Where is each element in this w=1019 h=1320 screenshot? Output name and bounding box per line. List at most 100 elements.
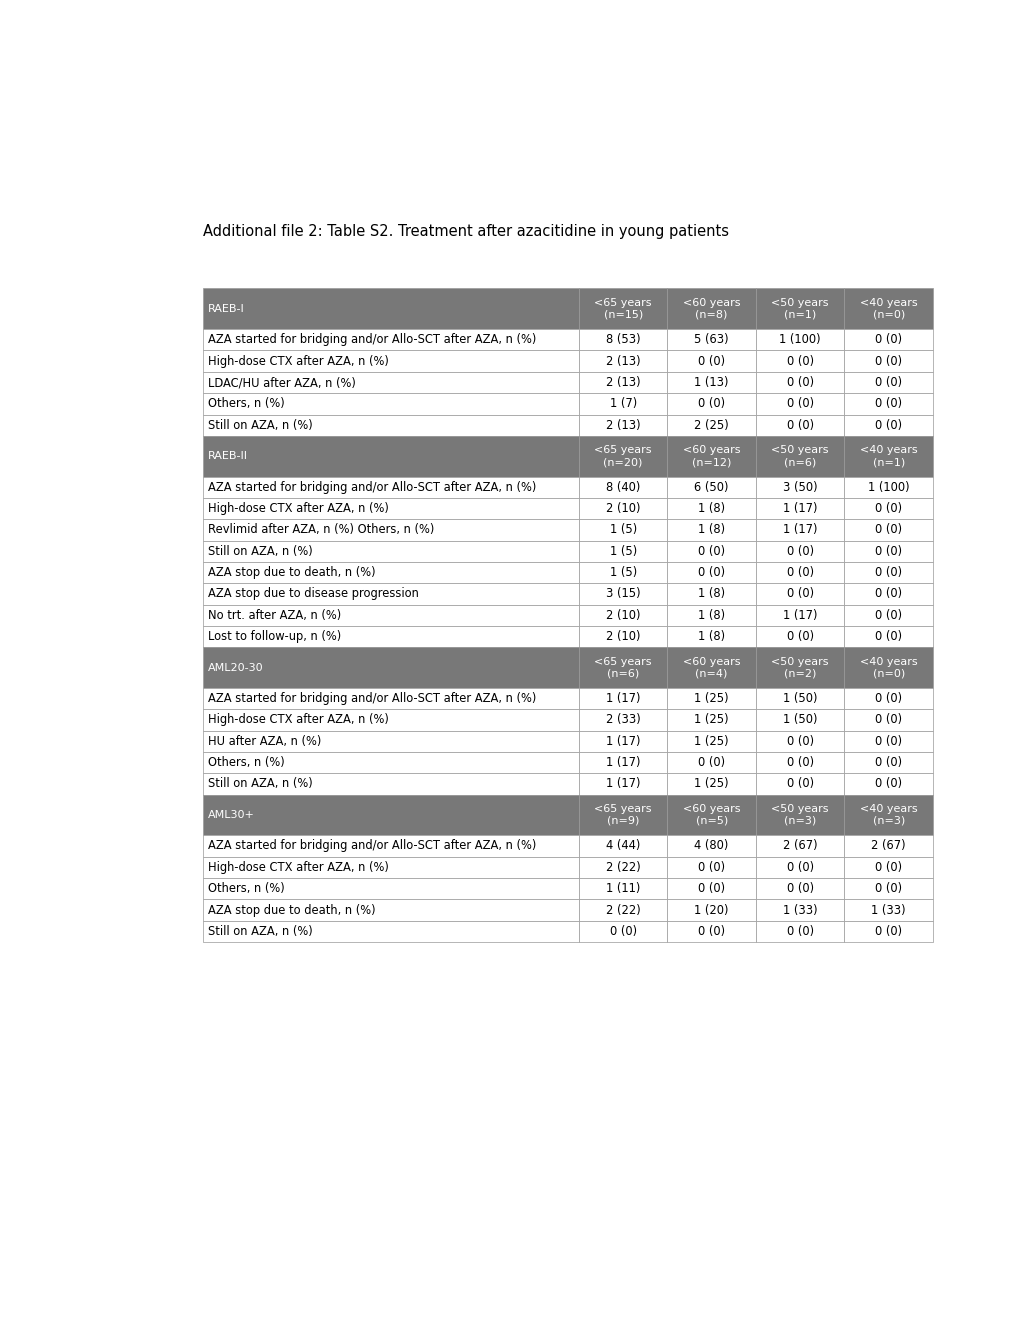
Bar — [203, 899, 579, 921]
Bar — [579, 329, 666, 351]
Text: 2 (67): 2 (67) — [870, 840, 905, 853]
Text: 1 (8): 1 (8) — [697, 630, 725, 643]
Bar — [203, 857, 579, 878]
Text: 1 (100): 1 (100) — [867, 480, 909, 494]
Bar — [844, 921, 932, 942]
Bar — [666, 626, 755, 647]
Bar — [666, 541, 755, 562]
Text: AZA started for bridging and/or Allo-SCT after AZA, n (%): AZA started for bridging and/or Allo-SCT… — [208, 480, 536, 494]
Text: AZA started for bridging and/or Allo-SCT after AZA, n (%): AZA started for bridging and/or Allo-SCT… — [208, 840, 536, 853]
Text: 3 (15): 3 (15) — [605, 587, 640, 601]
Text: 1 (11): 1 (11) — [605, 882, 640, 895]
Bar — [755, 477, 844, 498]
Bar — [755, 774, 844, 795]
Bar — [844, 289, 932, 329]
Text: 0 (0): 0 (0) — [874, 609, 902, 622]
Text: 5 (63): 5 (63) — [694, 334, 729, 346]
Bar — [666, 351, 755, 372]
Text: 0 (0): 0 (0) — [874, 882, 902, 895]
Text: 1 (17): 1 (17) — [783, 524, 816, 536]
Text: 0 (0): 0 (0) — [874, 692, 902, 705]
Bar — [666, 878, 755, 899]
Bar — [666, 519, 755, 541]
Text: HU after AZA, n (%): HU after AZA, n (%) — [208, 735, 321, 748]
Bar — [203, 393, 579, 414]
Text: <40 years
(n=0): <40 years (n=0) — [859, 298, 917, 319]
Bar — [844, 795, 932, 836]
Text: High-dose CTX after AZA, n (%): High-dose CTX after AZA, n (%) — [208, 714, 388, 726]
Bar — [755, 498, 844, 519]
Bar — [844, 372, 932, 393]
Text: 1 (20): 1 (20) — [694, 903, 729, 916]
Text: 0 (0): 0 (0) — [874, 756, 902, 770]
Text: <65 years
(n=9): <65 years (n=9) — [594, 804, 651, 826]
Text: 2 (13): 2 (13) — [605, 376, 640, 389]
Bar — [579, 541, 666, 562]
Text: AML30+: AML30+ — [208, 810, 255, 820]
Text: <65 years
(n=15): <65 years (n=15) — [594, 298, 651, 319]
Bar — [755, 709, 844, 731]
Bar — [579, 836, 666, 857]
Text: 8 (53): 8 (53) — [605, 334, 640, 346]
Text: AZA stop due to death, n (%): AZA stop due to death, n (%) — [208, 566, 375, 579]
Text: 0 (0): 0 (0) — [874, 397, 902, 411]
Text: 0 (0): 0 (0) — [697, 756, 725, 770]
Bar — [579, 605, 666, 626]
Bar — [755, 752, 844, 774]
Bar — [203, 836, 579, 857]
Text: 1 (17): 1 (17) — [605, 735, 640, 748]
Bar — [844, 647, 932, 688]
Bar — [579, 583, 666, 605]
Text: Others, n (%): Others, n (%) — [208, 397, 284, 411]
Text: 2 (22): 2 (22) — [605, 903, 640, 916]
Bar — [579, 752, 666, 774]
Bar — [666, 899, 755, 921]
Bar — [844, 329, 932, 351]
Bar — [579, 436, 666, 477]
Text: 0 (0): 0 (0) — [697, 545, 725, 558]
Text: AZA stop due to death, n (%): AZA stop due to death, n (%) — [208, 903, 375, 916]
Text: <60 years
(n=12): <60 years (n=12) — [683, 445, 740, 467]
Bar — [755, 899, 844, 921]
Bar — [579, 626, 666, 647]
Bar — [844, 351, 932, 372]
Bar — [203, 498, 579, 519]
Bar — [666, 329, 755, 351]
Bar — [844, 541, 932, 562]
Text: 2 (25): 2 (25) — [694, 418, 729, 432]
Bar — [844, 414, 932, 436]
Bar — [666, 477, 755, 498]
Text: 1 (100): 1 (100) — [779, 334, 820, 346]
Text: AZA started for bridging and/or Allo-SCT after AZA, n (%): AZA started for bridging and/or Allo-SCT… — [208, 692, 536, 705]
Bar — [755, 436, 844, 477]
Bar — [666, 857, 755, 878]
Bar — [579, 899, 666, 921]
Text: 2 (10): 2 (10) — [605, 609, 640, 622]
Bar — [579, 774, 666, 795]
Bar — [579, 921, 666, 942]
Text: High-dose CTX after AZA, n (%): High-dose CTX after AZA, n (%) — [208, 861, 388, 874]
Text: <50 years
(n=1): <50 years (n=1) — [770, 298, 828, 319]
Bar — [203, 562, 579, 583]
Bar — [666, 605, 755, 626]
Bar — [666, 709, 755, 731]
Bar — [203, 774, 579, 795]
Bar — [579, 709, 666, 731]
Text: 0 (0): 0 (0) — [874, 355, 902, 368]
Text: 0 (0): 0 (0) — [609, 925, 636, 939]
Bar — [666, 795, 755, 836]
Text: 2 (10): 2 (10) — [605, 502, 640, 515]
Bar — [755, 562, 844, 583]
Text: 1 (5): 1 (5) — [609, 545, 636, 558]
Text: RAEB-II: RAEB-II — [208, 451, 248, 461]
Text: 0 (0): 0 (0) — [874, 714, 902, 726]
Bar — [203, 351, 579, 372]
Text: 0 (0): 0 (0) — [874, 861, 902, 874]
Bar — [203, 541, 579, 562]
Text: <40 years
(n=1): <40 years (n=1) — [859, 445, 917, 467]
Bar — [579, 795, 666, 836]
Bar — [755, 647, 844, 688]
Text: 0 (0): 0 (0) — [786, 376, 813, 389]
Text: 0 (0): 0 (0) — [874, 545, 902, 558]
Bar — [579, 688, 666, 709]
